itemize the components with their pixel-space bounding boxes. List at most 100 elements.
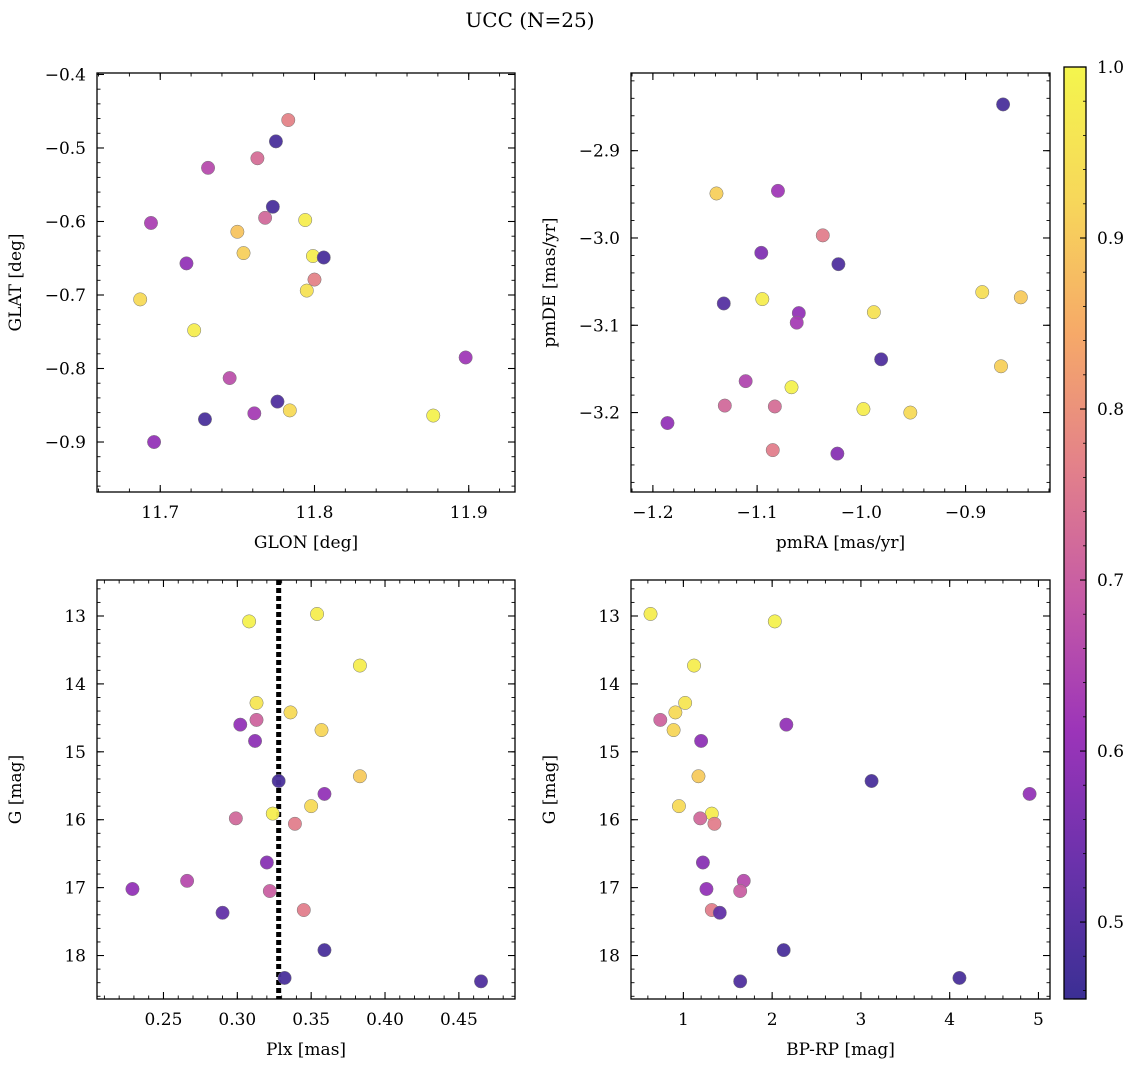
- scatter-point: [695, 855, 710, 870]
- y-tick-label: −0.4: [45, 65, 86, 85]
- scatter-point: [281, 113, 296, 127]
- data-points: [643, 607, 1037, 989]
- data-points: [133, 113, 473, 449]
- data-points: [125, 607, 488, 989]
- y-tick-label: 18: [64, 947, 86, 967]
- scatter-point: [180, 873, 195, 888]
- y-tick-label: −0.6: [45, 212, 86, 232]
- x-tick-label: 5: [1033, 1010, 1044, 1030]
- y-axis-label: pmDE [mas/yr]: [540, 217, 560, 347]
- scatter-point: [784, 380, 799, 395]
- scatter-point: [262, 884, 277, 898]
- scatter-point: [738, 374, 753, 389]
- scatter-point: [653, 712, 668, 727]
- scatter-point: [265, 806, 280, 821]
- scatter-point: [296, 903, 311, 917]
- x-tick-label: 3: [856, 1010, 867, 1030]
- scatter-point: [125, 882, 140, 896]
- x-tick-label: −1.2: [632, 503, 673, 523]
- scatter-point: [767, 614, 782, 629]
- scatter-point: [187, 323, 202, 338]
- x-tick-label: 0.45: [440, 1010, 478, 1030]
- y-tick-label: −3.0: [579, 229, 620, 249]
- y-tick-label: 15: [64, 743, 86, 763]
- scatter-point: [996, 97, 1011, 112]
- y-tick-label: 14: [598, 675, 620, 695]
- y-tick-label: −2.9: [579, 142, 620, 162]
- scatter-panel-top-left: 11.7 11.8 11.9 −0.4 −0.5 −0.6 −0.7 −0.8 −0.9 GLON…: [6, 65, 516, 553]
- scatter-point: [1022, 786, 1037, 801]
- scatter-point: [215, 905, 230, 920]
- scatter-point: [179, 256, 194, 271]
- scatter-point: [144, 216, 158, 230]
- scatter-point: [352, 658, 367, 673]
- scatter-point: [247, 406, 262, 421]
- scatter-point: [307, 272, 322, 287]
- x-tick-label: 0.30: [218, 1010, 256, 1030]
- axes-frame: [96, 579, 516, 1000]
- scatter-point: [864, 774, 879, 788]
- scatter-point: [767, 399, 782, 414]
- axes-frame: [96, 72, 516, 493]
- scatter-point: [458, 350, 473, 365]
- axes-frame: [630, 579, 1051, 1000]
- scatter-point: [666, 723, 681, 738]
- x-axis-label: pmRA [mas/yr]: [776, 533, 905, 553]
- scatter-point: [317, 786, 332, 801]
- scatter-point: [975, 285, 990, 300]
- y-tick-label: −0.8: [45, 360, 86, 380]
- scatter-point: [474, 974, 488, 989]
- scatter-point: [754, 245, 769, 260]
- scatter-point: [250, 151, 265, 166]
- colorbar-tick-label: 0.5: [1097, 913, 1124, 933]
- y-tick-label: 18: [598, 947, 620, 967]
- scatter-point: [717, 398, 732, 413]
- scatter-point: [271, 774, 286, 788]
- scatter-point: [268, 134, 283, 149]
- scatter-point: [316, 250, 331, 265]
- scatter-point: [222, 371, 237, 386]
- scatter-point: [643, 607, 658, 621]
- scatter-panel-top-right: −1.2 −1.1 −1.0 −0.9 −2.9 −3.0 −3.1 −3.2 pmRA [ma…: [540, 72, 1051, 553]
- y-tick-label: 17: [598, 879, 620, 899]
- y-tick-label: 13: [598, 607, 620, 627]
- x-tick-label: 11.9: [450, 503, 488, 523]
- x-tick-label: 2: [767, 1010, 778, 1030]
- scatter-point: [771, 183, 785, 198]
- scatter-point: [699, 882, 714, 896]
- x-tick-label: −0.9: [945, 503, 986, 523]
- scatter-point: [265, 199, 280, 214]
- scatter-point: [776, 943, 791, 958]
- x-tick-label: 11.8: [296, 503, 334, 523]
- x-axis-label: BP-RP [mag]: [786, 1040, 895, 1060]
- scatter-point: [259, 855, 274, 870]
- scatter-point: [687, 658, 701, 673]
- x-tick-label: −1.1: [736, 503, 777, 523]
- scatter-point: [779, 717, 794, 732]
- scatter-point: [691, 769, 706, 784]
- x-tick-label: 0.25: [145, 1010, 183, 1030]
- scatter-point: [230, 224, 245, 239]
- scatter-point: [298, 213, 313, 227]
- colorbar-tick-label: 0.6: [1097, 742, 1124, 762]
- figure-title: UCC (N=25): [465, 8, 594, 32]
- scatter-point: [707, 816, 722, 831]
- scatter-point: [693, 811, 708, 826]
- scatter-point: [712, 905, 727, 920]
- x-axis-label: Plx [mas]: [266, 1040, 346, 1060]
- y-tick-label: 17: [64, 879, 86, 899]
- scatter-point: [299, 283, 314, 298]
- scatter-point: [866, 305, 881, 320]
- scatter-point: [789, 315, 804, 330]
- y-tick-label: 14: [64, 675, 86, 695]
- y-axis-label: G [mag]: [540, 755, 560, 824]
- scatter-point: [201, 160, 216, 175]
- axes-frame: [630, 72, 1051, 493]
- y-tick-label: 15: [598, 743, 620, 763]
- scatter-point: [733, 884, 748, 898]
- scatter-point: [755, 292, 770, 307]
- scatter-point: [270, 394, 285, 409]
- scatter-point: [233, 717, 248, 732]
- y-tick-label: 16: [598, 811, 620, 831]
